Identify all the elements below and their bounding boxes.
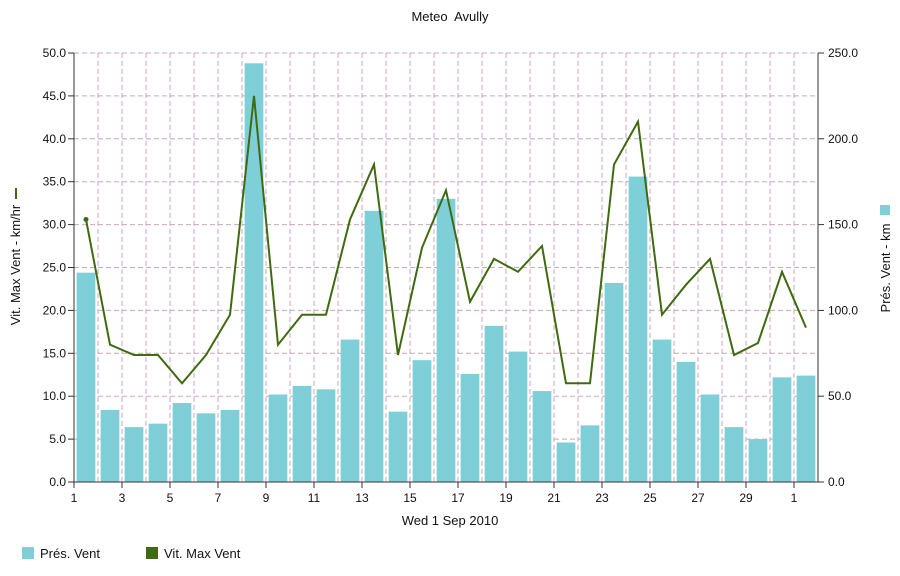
bar xyxy=(412,360,432,482)
x-tick-label: 1 xyxy=(71,491,78,505)
bar xyxy=(316,389,336,482)
bar xyxy=(460,373,480,482)
right-tick-label: 0.0 xyxy=(828,475,845,489)
bar xyxy=(700,394,720,482)
x-tick-label: 3 xyxy=(119,491,126,505)
legend-swatch-vit-max-vent-icon xyxy=(146,547,158,559)
left-tick-label: 10.0 xyxy=(43,389,67,403)
right-tick-label: 250.0 xyxy=(828,46,858,60)
x-tick-label: 23 xyxy=(595,491,609,505)
bar xyxy=(676,361,696,482)
x-tick-label: 13 xyxy=(355,491,369,505)
bar xyxy=(172,403,192,482)
left-tick-label: 25.0 xyxy=(43,261,67,275)
left-axis-label: Vit. Max Vent - km/hr xyxy=(8,204,23,325)
series-line xyxy=(85,95,807,385)
right-tick-label: 200.0 xyxy=(828,132,858,146)
bar xyxy=(556,442,576,482)
legend-swatch-pres-vent-icon xyxy=(22,547,34,559)
bar xyxy=(340,339,360,482)
x-axis-label: Wed 1 Sep 2010 xyxy=(402,513,499,528)
right-axis-label: Prés. Vent - km xyxy=(878,224,893,313)
bar xyxy=(196,413,216,482)
bar xyxy=(484,325,504,482)
x-tick-label: 19 xyxy=(499,491,513,505)
bar xyxy=(652,339,672,482)
legend-label-pres-vent: Prés. Vent xyxy=(40,546,100,561)
left-tick-label: 35.0 xyxy=(43,175,67,189)
x-tick-label: 5 xyxy=(167,491,174,505)
bar xyxy=(796,375,816,482)
bar xyxy=(124,427,144,482)
x-tick-label: 17 xyxy=(451,491,465,505)
x-tick-label: 25 xyxy=(643,491,657,505)
bar xyxy=(148,423,168,482)
left-tick-label: 0.0 xyxy=(49,475,66,489)
bar xyxy=(292,385,312,482)
bar xyxy=(580,425,600,482)
bar xyxy=(244,63,264,483)
right-tick-label: 100.0 xyxy=(828,303,858,317)
left-tick-label: 50.0 xyxy=(43,46,67,60)
bar xyxy=(364,210,384,482)
bar xyxy=(532,391,552,482)
bar xyxy=(100,409,120,482)
right-tick-label: 50.0 xyxy=(828,389,852,403)
x-tick-label: 27 xyxy=(691,491,705,505)
right-axis-legend-swatch-icon xyxy=(880,205,890,215)
bar xyxy=(220,409,240,482)
bar xyxy=(268,394,288,482)
chart-title: Meteo Avully xyxy=(411,9,489,24)
bar xyxy=(628,176,648,482)
left-tick-label: 45.0 xyxy=(43,89,67,103)
bar-series xyxy=(76,63,816,483)
bar xyxy=(436,198,456,483)
left-tick-label: 20.0 xyxy=(43,303,67,317)
bar xyxy=(508,351,528,482)
right-tick-label: 150.0 xyxy=(828,218,858,232)
x-tick-label: 15 xyxy=(403,491,417,505)
bar xyxy=(388,411,408,482)
bar xyxy=(76,272,96,482)
bar xyxy=(724,427,744,482)
bar xyxy=(604,282,624,482)
bar xyxy=(748,439,768,482)
x-tick-label: 21 xyxy=(547,491,561,505)
left-tick-label: 5.0 xyxy=(49,432,66,446)
left-tick-label: 40.0 xyxy=(43,132,67,146)
left-tick-label: 15.0 xyxy=(43,346,67,360)
left-tick-label: 30.0 xyxy=(43,218,67,232)
x-tick-label: 11 xyxy=(308,491,321,505)
legend: Prés. Vent Vit. Max Vent xyxy=(22,546,241,561)
legend-label-vit-max-vent: Vit. Max Vent xyxy=(164,546,241,561)
x-tick-label: 7 xyxy=(215,491,222,505)
x-tick-label: 29 xyxy=(739,491,753,505)
x-tick-label: 9 xyxy=(263,491,270,505)
x-tick-label: 1 xyxy=(791,491,798,505)
tick-labels: 0.05.010.015.020.025.030.035.040.045.050… xyxy=(43,46,859,505)
bar xyxy=(772,377,792,482)
line-series xyxy=(83,95,807,385)
axes xyxy=(68,52,824,488)
line-point xyxy=(83,216,89,222)
